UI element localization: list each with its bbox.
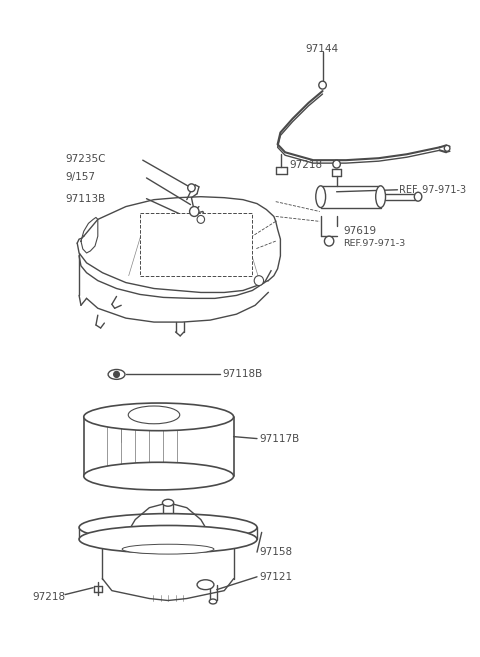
Text: 97619: 97619 — [343, 226, 376, 237]
Circle shape — [197, 215, 204, 223]
Ellipse shape — [79, 514, 257, 541]
Text: 97218: 97218 — [290, 160, 323, 170]
Circle shape — [188, 184, 195, 192]
Ellipse shape — [84, 463, 234, 490]
Ellipse shape — [108, 369, 125, 379]
Ellipse shape — [376, 186, 385, 208]
Circle shape — [114, 371, 120, 377]
Text: 97117B: 97117B — [260, 434, 300, 443]
Ellipse shape — [79, 526, 257, 553]
Ellipse shape — [84, 403, 234, 431]
Text: 97218: 97218 — [32, 591, 65, 602]
Text: REF.97-971-3: REF.97-971-3 — [343, 238, 406, 248]
Circle shape — [333, 160, 340, 168]
Ellipse shape — [209, 599, 217, 604]
Text: 9/157: 9/157 — [65, 172, 95, 182]
Circle shape — [324, 236, 334, 246]
Circle shape — [254, 276, 264, 286]
Ellipse shape — [103, 537, 234, 551]
Ellipse shape — [316, 186, 325, 208]
Text: REF. 97-971-3: REF. 97-971-3 — [399, 185, 467, 194]
Circle shape — [190, 206, 199, 216]
Text: 97113B: 97113B — [65, 194, 105, 204]
Ellipse shape — [128, 406, 180, 424]
Text: 97118B: 97118B — [222, 369, 263, 379]
Text: 97235C: 97235C — [65, 154, 106, 164]
Ellipse shape — [197, 579, 214, 589]
Text: 97144: 97144 — [306, 43, 339, 54]
Ellipse shape — [414, 193, 422, 201]
Circle shape — [319, 81, 326, 89]
Text: 97121: 97121 — [260, 572, 293, 582]
Ellipse shape — [122, 544, 214, 554]
Ellipse shape — [162, 499, 174, 506]
Text: 97158: 97158 — [260, 547, 293, 557]
Circle shape — [444, 145, 450, 151]
Bar — [140, 214, 252, 276]
